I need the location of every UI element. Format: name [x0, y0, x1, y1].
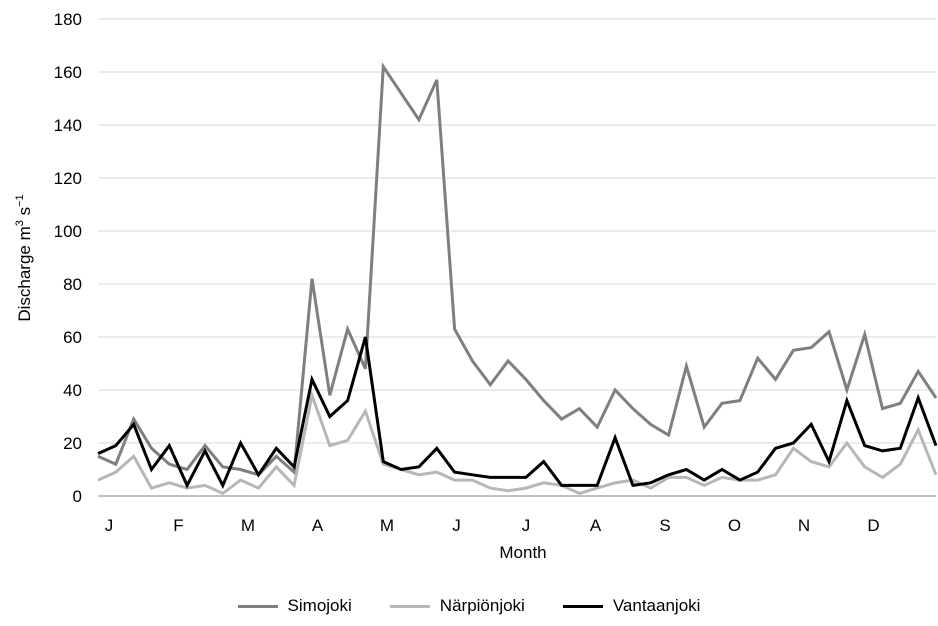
x-tick-label-9: S — [659, 516, 670, 535]
series-lines — [97, 62, 938, 496]
x-tick-label-12: D — [867, 516, 879, 535]
y-tick-label: 100 — [54, 222, 82, 241]
x-tick-label-1: J — [105, 516, 114, 535]
legend-label-simojoki: Simojoki — [287, 596, 352, 615]
y-tick-label: 140 — [54, 116, 82, 135]
line-chart: 0 20 40 60 80 100 120 140 160 180 J F M A M J J A S O N D Di… — [14, 10, 938, 562]
x-tick-label-4: A — [312, 516, 324, 535]
x-tick-label-3: M — [241, 516, 255, 535]
legend: Simojoki Närpiönjoki Vantaanjoki — [0, 596, 938, 616]
series-line-simojoki — [97, 62, 938, 477]
legend-item-narpionjoki: Närpiönjoki — [389, 596, 525, 616]
y-tick-label: 120 — [54, 169, 82, 188]
x-tick-label-2: F — [173, 516, 183, 535]
x-tick-label-7: J — [522, 516, 531, 535]
y-axis-title: Discharge m3 s−1 — [14, 194, 34, 321]
x-tick-label-6: J — [452, 516, 461, 535]
y-tick-label: 80 — [63, 275, 82, 294]
x-tick-label-10: O — [728, 516, 741, 535]
legend-swatch-narpionjoki — [389, 604, 430, 608]
legend-item-simojoki: Simojoki — [237, 596, 352, 616]
gridlines — [98, 18, 936, 444]
y-tick-label: 160 — [54, 63, 82, 82]
x-tick-label-8: A — [590, 516, 602, 535]
legend-label-vantaanjoki: Vantaanjoki — [612, 596, 701, 615]
y-tick-label: 40 — [63, 381, 82, 400]
series-line-nrpinjoki — [97, 389, 938, 496]
legend-swatch-simojoki — [237, 604, 278, 608]
series-line-vantaanjoki — [97, 336, 938, 489]
x-tick-label-5: M — [380, 516, 394, 535]
legend-swatch-vantaanjoki — [562, 604, 603, 608]
y-axis-title-main: Discharge m — [15, 226, 34, 321]
y-tick-label: 60 — [63, 328, 82, 347]
x-tick-label-11: N — [798, 516, 810, 535]
y-tick-label: 180 — [54, 10, 82, 29]
y-axis-title-mid: s — [15, 207, 34, 220]
y-axis-title-sup2: −1 — [14, 194, 26, 207]
y-tick-label: 20 — [63, 434, 82, 453]
legend-label-narpionjoki: Närpiönjoki — [439, 596, 525, 615]
y-axis-title-sup1: 3 — [14, 220, 26, 226]
x-axis-title: Month — [499, 543, 546, 562]
y-tick-label: 0 — [73, 487, 82, 506]
y-axis-ticks: 0 20 40 60 80 100 120 140 160 180 — [54, 10, 82, 506]
legend-item-vantaanjoki: Vantaanjoki — [562, 596, 701, 616]
